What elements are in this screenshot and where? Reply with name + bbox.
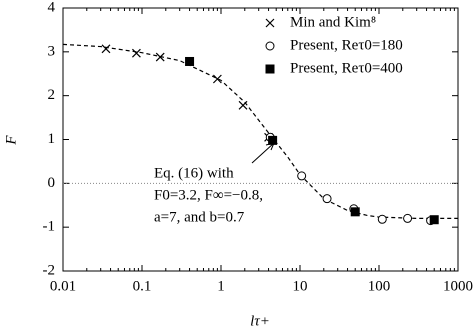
data-point	[297, 171, 307, 181]
data-point	[377, 214, 387, 224]
x-tick-label: 1000	[443, 278, 473, 294]
x-tick-label: 0.01	[50, 278, 76, 294]
data-point	[429, 215, 439, 225]
data-point	[350, 207, 360, 217]
x-axis-label: lτ+	[250, 313, 270, 329]
x-tick-label: 100	[368, 278, 391, 294]
y-tick-label: -1	[43, 219, 56, 235]
fit-curve	[62, 43, 458, 219]
legend-marker	[265, 41, 275, 51]
annotation: F0=3.2, F∞=−0.8,	[154, 187, 263, 203]
y-tick-label: 2	[48, 87, 56, 103]
data-point	[403, 213, 413, 223]
y-axis-label: F	[3, 135, 19, 146]
legend-marker	[265, 18, 275, 28]
data-point	[212, 74, 222, 84]
y-tick-label: 3	[48, 43, 56, 59]
data-point	[155, 52, 165, 62]
x-tick-label: 0.1	[133, 278, 152, 294]
x-tick-label: 10	[293, 278, 308, 294]
x-tick-label: 1	[217, 278, 225, 294]
annotation: a=7, and b=0.7	[154, 209, 245, 225]
y-tick-label: 0	[48, 175, 56, 191]
legend-marker	[265, 64, 275, 74]
annotation: Eq. (16) with	[154, 165, 234, 181]
data-point	[268, 135, 278, 145]
annotation-arrow	[251, 142, 275, 164]
y-tick-label: 1	[48, 131, 56, 147]
data-point	[101, 44, 111, 54]
legend-label: Present, Reτ0=180	[290, 37, 403, 53]
data-point	[238, 100, 248, 110]
data-point	[131, 48, 141, 58]
y-tick-label: 4	[48, 0, 56, 15]
y-tick-label: -2	[43, 262, 56, 278]
legend-label: Min and Kim⁸	[290, 14, 376, 30]
data-point	[322, 194, 332, 204]
legend-label: Present, Reτ0=400	[290, 60, 403, 76]
data-point	[185, 56, 195, 66]
